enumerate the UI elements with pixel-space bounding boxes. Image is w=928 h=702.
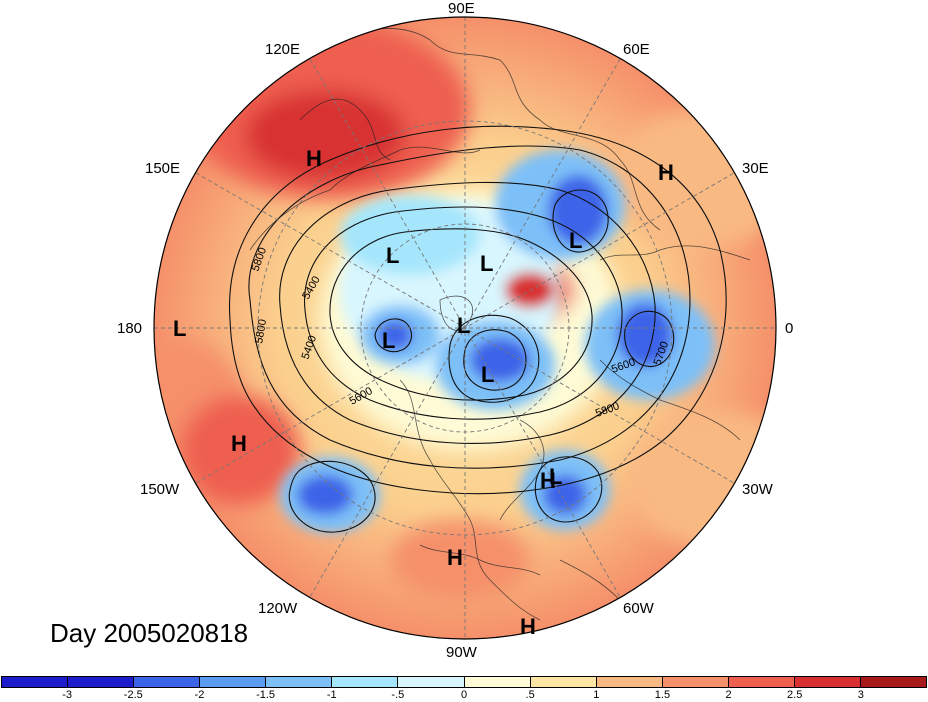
height-contours [228, 125, 727, 533]
colorbar-tick-label: -.5 [391, 689, 405, 701]
high-pressure-marker: H [520, 614, 536, 639]
longitude-label-30w: 30W [742, 481, 773, 498]
colorbar-swatch [464, 677, 531, 687]
colorbar-tick-label: -2.5 [123, 689, 143, 701]
high-pressure-marker: H [447, 545, 463, 570]
longitude-label-30e: 30E [742, 160, 769, 177]
colorbar-tick-label: 3 [857, 689, 864, 701]
colorbar [1, 676, 927, 688]
colorbar-tick-label: .5 [525, 689, 535, 701]
low-pressure-marker: L [457, 313, 470, 338]
longitude-label-150w: 150W [140, 481, 180, 498]
colorbar-swatch [266, 677, 333, 687]
colorbar-swatch [728, 677, 795, 687]
longitude-label-150e: 150E [145, 160, 181, 177]
contour-label: 5800 [253, 318, 269, 344]
colorbar-swatch [200, 677, 267, 687]
colorbar-tick-label: -3 [62, 689, 73, 701]
colorbar-swatch [68, 677, 135, 687]
high-pressure-marker: H [540, 468, 556, 493]
colorbar-tick-label: 1 [593, 689, 600, 701]
colorbar-swatch [662, 677, 729, 687]
longitude-label-0: 0 [785, 320, 794, 337]
high-pressure-marker: H [658, 160, 674, 185]
colorbar-tick-label: 2.5 [787, 689, 803, 701]
colorbar-swatch [794, 677, 862, 687]
low-pressure-marker: L [569, 228, 582, 253]
colorbar-swatch [530, 677, 597, 687]
low-pressure-marker: L [386, 243, 399, 268]
high-pressure-marker: H [231, 431, 247, 456]
longitude-label-90e: 90E [448, 0, 475, 17]
longitude-label-120e: 120E [265, 41, 301, 58]
colorbar-tick-label: 1.5 [654, 689, 671, 701]
low-pressure-marker: L [481, 362, 494, 387]
longitude-label-120w: 120W [258, 600, 298, 617]
low-pressure-marker: L [549, 464, 562, 489]
colorbar-tick-label: -1 [326, 689, 337, 701]
colorbar-swatch [861, 677, 927, 687]
low-pressure-marker: L [382, 328, 395, 353]
high-pressure-marker: H [306, 146, 322, 171]
day-title: Day 2005020818 [50, 618, 249, 648]
longitude-label-90w: 90W [446, 644, 477, 661]
longitude-label-180: 180 [117, 320, 143, 337]
colorbar-swatch [398, 677, 465, 687]
colorbar-tick-label: 2 [725, 689, 732, 701]
colorbar-tick-label: 0 [460, 689, 468, 701]
map-border [153, 16, 777, 640]
low-pressure-marker: L [480, 251, 493, 276]
colorbar-swatch [596, 677, 663, 687]
longitude-label-60e: 60E [623, 41, 650, 58]
colorbar-swatch [2, 677, 69, 687]
colorbar-swatch [134, 677, 201, 687]
colorbar-tick-label: -1.5 [256, 689, 276, 701]
colorbar-swatch [332, 677, 399, 687]
pressure-center-markers: H H H H H H L L L L L L L L [173, 146, 674, 639]
colorbar-tick-label: -2 [194, 689, 205, 701]
low-pressure-marker: L [173, 316, 186, 341]
graticule [154, 17, 776, 639]
longitude-label-60w: 60W [623, 600, 654, 617]
